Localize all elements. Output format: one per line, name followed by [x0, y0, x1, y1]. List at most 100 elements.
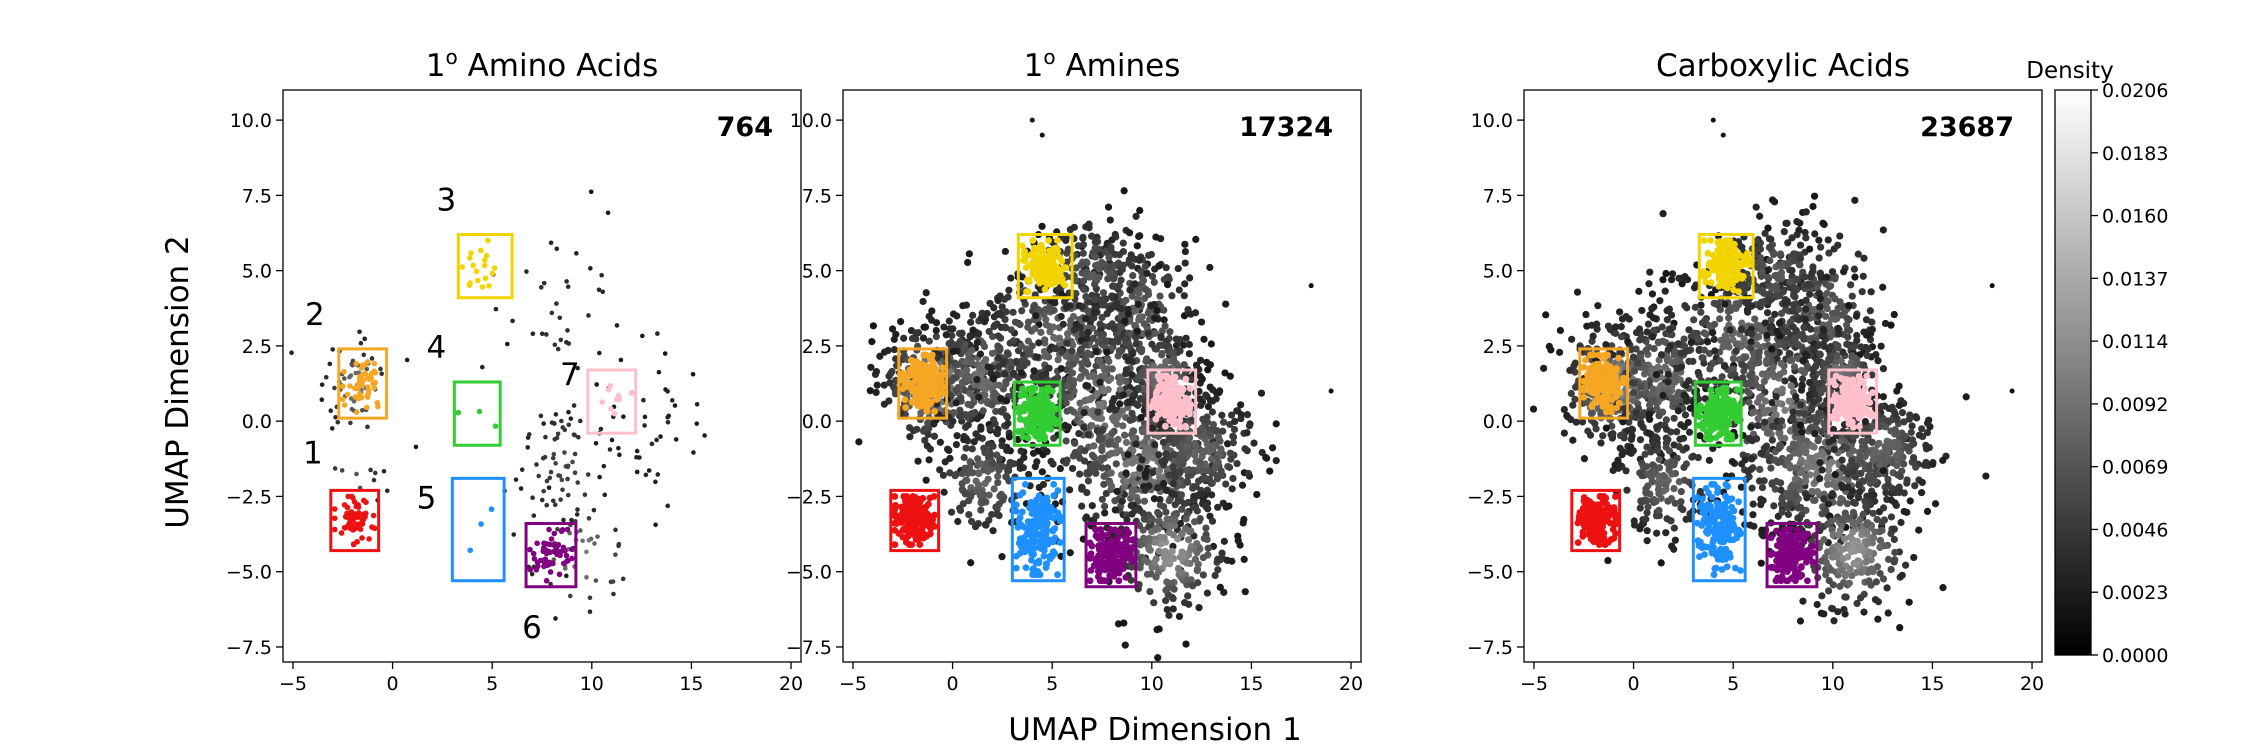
- region-point: [551, 548, 557, 555]
- region-point: [531, 555, 538, 562]
- region-point: [1724, 417, 1731, 425]
- region-point: [891, 493, 899, 500]
- region-point: [1702, 528, 1710, 536]
- region-point: [1037, 392, 1045, 400]
- region-point: [1855, 423, 1863, 430]
- region-box: [1084, 522, 1138, 589]
- region-point: [1574, 539, 1582, 546]
- region-point: [1034, 523, 1042, 531]
- region-point: [1056, 539, 1064, 546]
- region-point: [488, 506, 495, 513]
- region-point: [543, 577, 550, 584]
- region-point: [1591, 366, 1599, 374]
- region-point: [1027, 498, 1035, 506]
- region-box: [1765, 522, 1819, 589]
- region-point: [1694, 537, 1702, 545]
- region-point: [1017, 392, 1025, 399]
- region-point: [1605, 538, 1612, 546]
- region-point: [1182, 423, 1190, 431]
- region-point: [1797, 563, 1805, 571]
- point-count: 764: [717, 112, 773, 143]
- region-point: [1186, 405, 1193, 413]
- region-point: [1023, 288, 1030, 296]
- y-tick-label: 0.0: [242, 411, 272, 433]
- region-point: [1086, 539, 1094, 547]
- region-point: [1056, 277, 1064, 285]
- region-point: [467, 547, 474, 554]
- region-point: [1869, 389, 1877, 396]
- region-point: [912, 533, 920, 541]
- region-point: [1041, 285, 1049, 293]
- region-point: [348, 514, 355, 521]
- background-points: [855, 117, 1334, 662]
- region-box: [1578, 347, 1630, 420]
- region-point: [891, 510, 899, 518]
- region-point: [1033, 496, 1040, 504]
- region-point: [1163, 385, 1171, 393]
- region-point: [899, 385, 907, 393]
- region-point: [486, 282, 492, 289]
- region-point: [1715, 282, 1723, 290]
- y-tick-label: 2.5: [242, 336, 272, 358]
- region-point: [1695, 406, 1703, 413]
- region-point: [1724, 483, 1732, 490]
- region-point: [1055, 253, 1063, 261]
- region-point: [1737, 567, 1744, 574]
- region-point: [485, 237, 491, 244]
- region-point: [1050, 507, 1058, 515]
- region-point: [1040, 252, 1047, 260]
- x-tick-label: 0: [1628, 673, 1640, 695]
- region-point: [366, 387, 372, 394]
- region-point: [930, 493, 938, 500]
- region-point: [1042, 564, 1050, 572]
- region-point: [459, 264, 466, 270]
- region-point: [1123, 535, 1131, 542]
- region-point: [1601, 398, 1609, 406]
- region-point: [353, 409, 360, 415]
- region-point: [1600, 529, 1608, 537]
- region-point: [1616, 388, 1624, 396]
- region-point: [1588, 403, 1596, 410]
- region-point: [1707, 237, 1715, 244]
- region-point: [1722, 384, 1730, 392]
- panel-title: 1o Amines: [1024, 45, 1181, 84]
- region-point: [1719, 405, 1727, 413]
- region-point: [1018, 242, 1026, 250]
- region-point: [370, 512, 377, 519]
- region-point: [468, 250, 474, 256]
- region-point: [909, 493, 917, 500]
- region-point: [1722, 244, 1730, 252]
- region-point: [1589, 531, 1597, 539]
- region-label: 7: [560, 357, 580, 393]
- region-point: [1048, 274, 1055, 282]
- region-point: [1784, 577, 1792, 585]
- region-point: [1726, 274, 1734, 282]
- region-point: [1853, 382, 1861, 390]
- x-tick-label: 0: [947, 673, 959, 695]
- region-point: [1699, 495, 1706, 503]
- region-point: [355, 395, 362, 402]
- region-point: [563, 552, 570, 559]
- region-point: [909, 387, 917, 395]
- region-point: [1843, 389, 1850, 396]
- region-point: [483, 252, 490, 259]
- region-point: [1044, 423, 1052, 431]
- region-point: [1021, 533, 1028, 541]
- region-point: [1693, 494, 1701, 502]
- region-point: [1596, 377, 1604, 385]
- panel-carboxylic-acids: Carboxylic Acids 23687 −5 0 5 10 15 20 −7.5 −5.0 −…: [1467, 48, 2044, 695]
- region-box: [1016, 233, 1074, 300]
- region-point: [1809, 558, 1817, 566]
- region-point: [1707, 544, 1715, 552]
- region-point: [1016, 491, 1024, 499]
- x-tick-label: −5: [279, 673, 307, 695]
- region-point: [353, 360, 360, 367]
- region-point: [1166, 417, 1174, 424]
- region-3: [1697, 233, 1755, 300]
- y-tick-label: 5.0: [802, 261, 832, 283]
- region-point: [939, 383, 947, 390]
- region-point: [1729, 258, 1737, 266]
- point-count: 23687: [1920, 112, 2014, 143]
- point-count: 17324: [1239, 112, 1333, 143]
- x-tick-label: 5: [486, 673, 498, 695]
